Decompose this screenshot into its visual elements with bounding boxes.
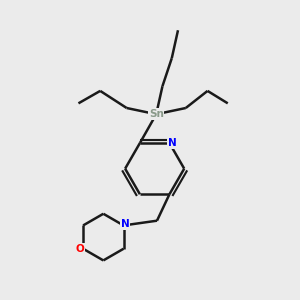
Text: N: N: [168, 138, 177, 148]
Text: O: O: [76, 244, 84, 254]
Text: Sn: Sn: [149, 109, 164, 119]
Text: N: N: [121, 219, 130, 229]
